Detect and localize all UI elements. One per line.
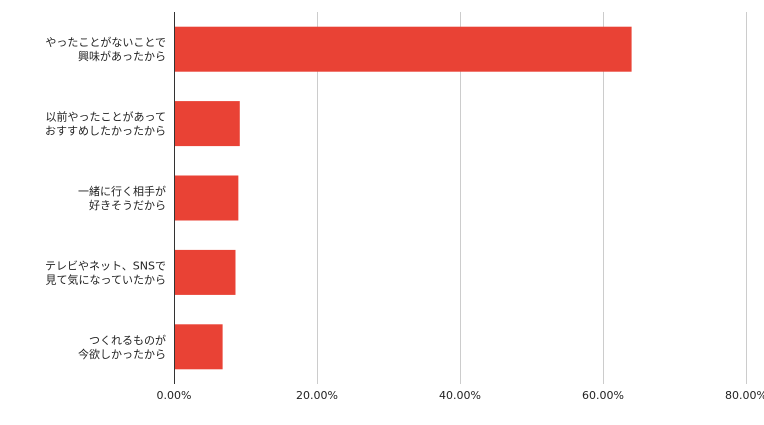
x-tick-label: 40.00% [439, 389, 481, 402]
x-tick-label: 0.00% [157, 389, 192, 402]
bar [174, 324, 223, 370]
bars [174, 26, 632, 370]
x-tick-labels: 0.00% 20.00% 40.00% 60.00% 80.00% [157, 389, 764, 402]
category-labels: やったことがないことで興味があったから以前やったことがあっておすすめしたかったか… [45, 35, 166, 361]
x-tick-label: 20.00% [296, 389, 338, 402]
category-label: やったことがないことで興味があったから [45, 35, 166, 63]
category-label: 一緒に行く相手が好きそうだから [78, 184, 166, 212]
category-label: つくれるものが今欲しかったから [78, 333, 166, 361]
x-tick-label: 80.00% [725, 389, 764, 402]
category-label: 以前やったことがあっておすすめしたかったから [45, 110, 166, 138]
bar [174, 101, 240, 147]
x-tick-label: 60.00% [582, 389, 624, 402]
category-label: テレビやネット、SNSで見て気になっていたから [45, 259, 166, 286]
bar [174, 175, 239, 221]
gridlines [317, 12, 747, 384]
bar [174, 26, 632, 72]
bar [174, 249, 236, 295]
